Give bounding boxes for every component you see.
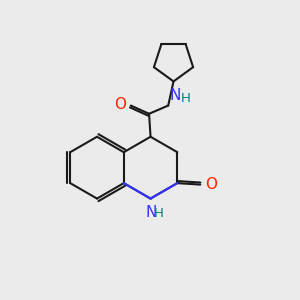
Text: O: O: [205, 177, 217, 192]
Text: N: N: [146, 205, 157, 220]
Text: N: N: [170, 88, 181, 103]
Text: H: H: [154, 207, 164, 220]
Text: H: H: [181, 92, 190, 105]
Text: O: O: [114, 97, 126, 112]
